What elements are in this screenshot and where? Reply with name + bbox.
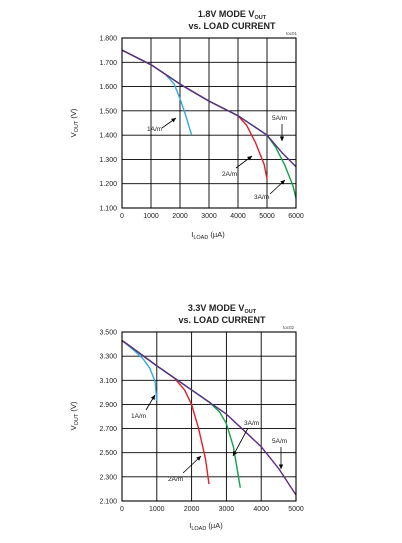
- chart-2-annotation-arrow: [232, 427, 249, 457]
- chart-2-title-line2: vs. LOAD CURRENT: [178, 315, 266, 325]
- chart-1-y-tick-label: 1.600: [99, 84, 117, 91]
- chart-1-annotation-arrowhead: [171, 118, 176, 123]
- chart-2-x-tick-label: 5000: [288, 506, 304, 513]
- chart-1-annotation-arrowhead: [279, 136, 285, 141]
- chart-1-title-line2: vs. LOAD CURRENT: [188, 21, 276, 31]
- chart-2-y-tick-label: 2.100: [99, 499, 117, 506]
- chart-1-x-tick-label: 6000: [288, 213, 304, 220]
- chart-2-x-tick-label: 0: [120, 506, 124, 513]
- chart-2-annotation-arrowhead: [196, 456, 201, 461]
- chart-1-y-tick-label: 1.700: [99, 60, 117, 67]
- chart-1-annotation-arrowhead: [247, 156, 252, 161]
- chart-1-annotation-2a-m: 2A/m: [222, 171, 237, 178]
- chart-2-y-tick-label: 2.500: [99, 450, 117, 457]
- chart-1-x-axis-label: ILOAD (µA): [191, 230, 225, 241]
- chart-1-annotation-3a-m: 3A/m: [254, 194, 269, 201]
- chart-1-y-tick-label: 1.400: [99, 133, 117, 140]
- chart-2-annotation-arrowhead: [233, 450, 238, 456]
- chart-2-y-tick-label: 2.700: [99, 426, 117, 433]
- chart-2-x-axis-label: ILOAD (µA): [189, 521, 223, 532]
- chart-1-x-tick-label: 2000: [172, 213, 188, 220]
- chart-2-x-tick-label: 4000: [253, 506, 269, 513]
- chart-1-x-tick-label: 4000: [230, 213, 246, 220]
- chart-2-y-tick-label: 2.900: [99, 402, 117, 409]
- chart-1-y-tick-label: 1.800: [99, 36, 117, 43]
- chart-1-x-tick-label: 3000: [201, 213, 217, 220]
- chart-2-x-tick-label: 3000: [219, 506, 235, 513]
- chart-1-series-5a-m: [121, 49, 297, 168]
- chart-2-code: toc02: [283, 325, 295, 330]
- chart-1-annotation-5a-m: 5A/m: [272, 115, 287, 122]
- chart-1-plot-frame: [121, 37, 297, 209]
- chart-1-series-1a-m: [121, 49, 193, 136]
- chart-2-y-axis-label: VOUT (V): [69, 401, 80, 430]
- chart-2-title-line1: 3.3V MODE VOUT: [188, 303, 257, 315]
- chart-2-annotation-3a-m: 3A/m: [244, 420, 259, 427]
- chart-1-x-tick-label: 5000: [259, 213, 275, 220]
- chart-2-annotation-1a-m: 1A/m: [131, 413, 146, 420]
- chart-2-plot-frame: [121, 331, 297, 502]
- chart-2-y-tick-label: 3.300: [99, 354, 117, 361]
- chart-2-y-tick-label: 2.300: [99, 474, 117, 481]
- chart-1-y-tick-label: 1.300: [99, 157, 117, 164]
- chart-2-y-tick-label: 3.500: [99, 330, 117, 337]
- chart-1-y-tick-label: 1.200: [99, 181, 117, 188]
- chart-2-series-5a-m: [121, 339, 297, 496]
- chart-2-annotation-2a-m: 2A/m: [168, 476, 183, 483]
- chart-2-annotation-5a-m: 5A/m: [272, 438, 287, 445]
- chart-2-x-tick-label: 2000: [184, 506, 200, 513]
- chart-1-annotation-1a-m: 1A/m: [147, 126, 162, 133]
- chart-2-annotation-arrowhead: [150, 395, 155, 400]
- chart-1-y-tick-label: 1.100: [99, 206, 117, 213]
- chart-2-x-tick-label: 1000: [149, 506, 165, 513]
- chart-2-series-1a-m: [121, 339, 158, 401]
- chart-1-x-tick-label: 0: [120, 213, 124, 220]
- chart-1-y-axis-label: VOUT (V): [69, 108, 80, 137]
- chart-1-x-tick-label: 1000: [143, 213, 159, 220]
- chart-2: 3.3V MODE VOUT vs. LOAD CURRENT toc02 0 1…: [69, 303, 304, 532]
- chart-1-code: toc01: [286, 31, 298, 36]
- chart-2-annotation-arrowhead: [278, 464, 284, 469]
- chart-1-title-line1: 1.8V MODE VOUT: [198, 9, 267, 21]
- chart-1-annotation-arrowhead: [280, 180, 285, 185]
- chart-1-y-tick-label: 1.500: [99, 108, 117, 115]
- chart-2-y-tick-label: 3.100: [99, 378, 117, 385]
